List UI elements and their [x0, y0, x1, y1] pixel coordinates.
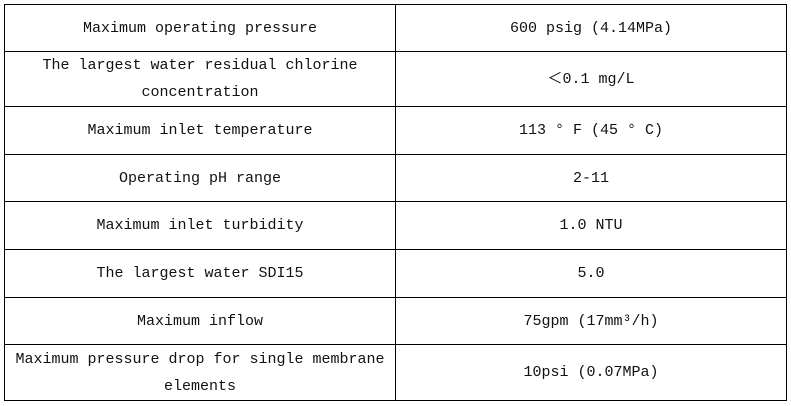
parameter-cell: The largest water SDI15	[4, 249, 396, 298]
table-body: Maximum operating pressure 600 psig (4.14…	[4, 4, 787, 401]
table-row: Operating pH range 2-11	[4, 154, 787, 202]
parameter-cell: Maximum inflow	[4, 297, 396, 345]
value-cell: 10psi (0.07MPa)	[395, 344, 787, 401]
value-cell: 2-11	[395, 154, 787, 202]
value-cell: 113 ° F (45 ° C)	[395, 106, 787, 155]
table-row: The largest water SDI15 5.0	[4, 249, 787, 298]
spec-table: Maximum operating pressure 600 psig (4.14…	[4, 4, 787, 401]
value-cell: ＜0.1 mg/L	[395, 51, 787, 107]
parameter-cell: Maximum pressure drop for single membran…	[4, 344, 396, 401]
parameter-cell: Operating pH range	[4, 154, 396, 202]
parameter-cell: Maximum inlet temperature	[4, 106, 396, 155]
parameter-cell: Maximum operating pressure	[4, 4, 396, 52]
table-row: Maximum inflow 75gpm (17mm³/h)	[4, 297, 787, 345]
table-row: Maximum inlet turbidity 1.0 NTU	[4, 201, 787, 250]
parameter-cell: The largest water residual chlorine conc…	[4, 51, 396, 107]
table-row: The largest water residual chlorine conc…	[4, 51, 787, 107]
value-cell: 5.0	[395, 249, 787, 298]
parameter-cell: Maximum inlet turbidity	[4, 201, 396, 250]
table-row: Maximum pressure drop for single membran…	[4, 344, 787, 401]
value-cell: 1.0 NTU	[395, 201, 787, 250]
table-row: Maximum inlet temperature 113 ° F (45 ° C…	[4, 106, 787, 155]
value-cell: 600 psig (4.14MPa)	[395, 4, 787, 52]
value-cell: 75gpm (17mm³/h)	[395, 297, 787, 345]
table-row: Maximum operating pressure 600 psig (4.14…	[4, 4, 787, 52]
